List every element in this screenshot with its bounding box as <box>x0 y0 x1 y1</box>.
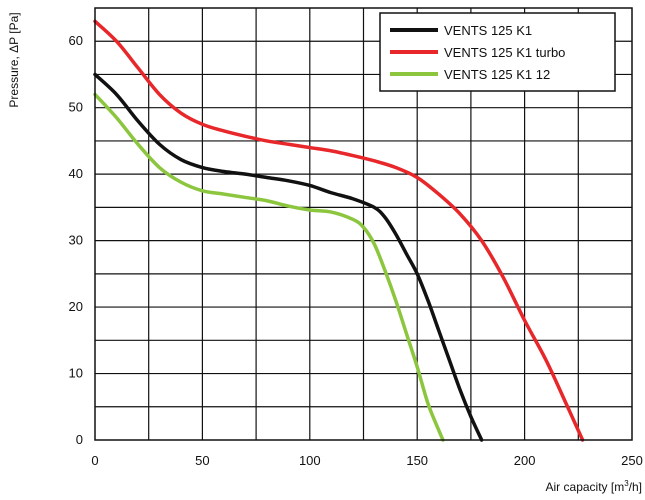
legend-label-vents-125-k1-turbo: VENTS 125 K1 turbo <box>444 45 565 60</box>
legend-label-vents-125-k1: VENTS 125 K1 <box>444 23 532 38</box>
x-axis-title: Air capacity [m3/h] <box>546 479 642 494</box>
y-tick-label: 40 <box>69 166 83 181</box>
y-axis-title: Pressure, ΔP [Pa] <box>7 12 21 107</box>
y-tick-label: 30 <box>69 233 83 248</box>
plot-frame <box>94 7 633 441</box>
y-tick-label: 10 <box>69 366 83 381</box>
x-tick-label: 0 <box>91 453 98 468</box>
series-line-vents-125-k1-turbo <box>93 19 585 442</box>
x-tick-label: 150 <box>406 453 428 468</box>
x-axis-title-exponent: 3 <box>624 479 629 488</box>
legend-label-vents-125-k1-12: VENTS 125 K1 12 <box>444 67 550 82</box>
legend: VENTS 125 K1 VENTS 125 K1 turbo VENTS 125 … <box>379 12 616 92</box>
y-tick-label: 50 <box>69 100 83 115</box>
x-tick-label: 100 <box>299 453 321 468</box>
series-line-vents-125-k1-12 <box>93 92 445 442</box>
tick-labels: 0 50 100 150 200 250 0 10 20 30 40 50 60 <box>69 33 643 468</box>
x-tick-label: 250 <box>621 453 643 468</box>
x-tick-label: 200 <box>514 453 536 468</box>
series-lines <box>93 19 585 442</box>
series-line-vents-125-k1 <box>93 72 484 442</box>
x-tick-label: 50 <box>195 453 209 468</box>
x-axis-title-prefix: Air capacity [m <box>546 480 625 494</box>
y-tick-label: 0 <box>76 432 83 447</box>
y-tick-label: 20 <box>69 299 83 314</box>
x-axis-title-suffix: /h] <box>629 480 642 494</box>
y-tick-label: 60 <box>69 33 83 48</box>
